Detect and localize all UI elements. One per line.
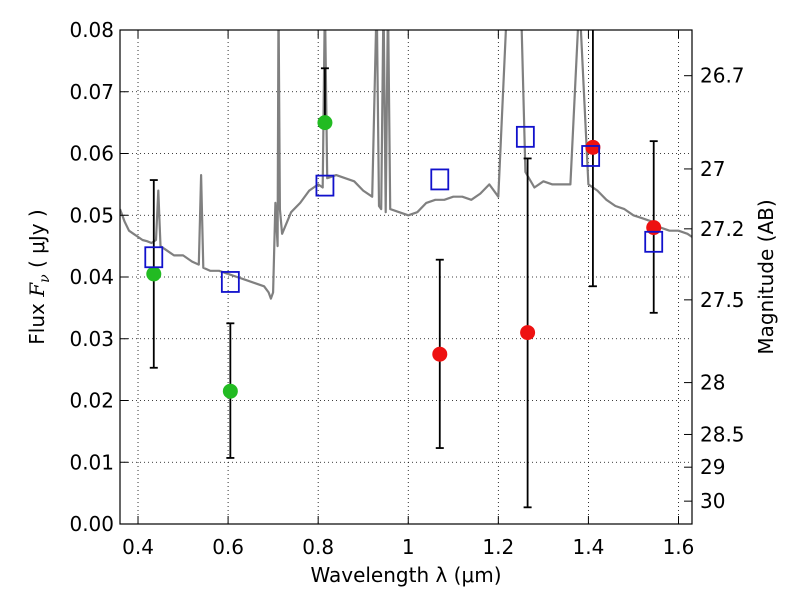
y-tick-label: 0.07 [69, 80, 114, 104]
green-data-point [146, 266, 162, 282]
x-tick-label: 1.6 [663, 535, 695, 559]
x-tick-label: 0.6 [212, 535, 244, 559]
model-spectrum-layer [120, 30, 692, 300]
y-tick-label: 0.03 [69, 327, 114, 351]
model-photometry-square [644, 230, 664, 253]
model-photometry-square [220, 271, 240, 293]
y-tick-label: 0.05 [69, 203, 114, 227]
x-tick-label: 0.8 [302, 535, 334, 559]
tick-layer: 0.4 0.6 0.8 1 1.2 1.4 1.6 0.00 0.01 0.02 0.03 0.04 0… [69, 18, 744, 559]
model-photometry-square [430, 168, 450, 191]
model-photometry-square [315, 174, 335, 197]
model-photometry-square [515, 125, 535, 148]
red-data-point [585, 139, 601, 155]
x-tick-label: 1.2 [482, 535, 514, 559]
green-data-point [222, 383, 238, 399]
model-photometry-square [581, 145, 601, 167]
magnitude-tick-label: 29 [700, 455, 725, 479]
y-tick-label: 0.00 [69, 512, 114, 536]
magnitude-tick-label: 30 [700, 489, 725, 513]
x-tick-label: 1 [402, 535, 415, 559]
model-spectrum-line [120, 30, 692, 300]
y-axis-label: Flux Fν ( μJy ) [25, 209, 53, 344]
y-tick-label: 0.04 [69, 265, 114, 289]
magnitude-tick-label: 28.5 [700, 422, 745, 446]
magnitude-tick-label: 28 [700, 371, 725, 395]
y-tick-label: 0.06 [69, 142, 114, 166]
magnitude-tick-label: 26.7 [700, 64, 745, 88]
red-data-point [432, 346, 448, 362]
data-point-layer [144, 115, 664, 399]
x-tick-label: 1.4 [573, 535, 605, 559]
magnitude-tick-label: 27.2 [700, 217, 745, 241]
magnitude-tick-label: 27.5 [700, 288, 745, 312]
x-axis-label: Wavelength λ (μm) [310, 563, 501, 587]
magnitude-tick-label: 27 [700, 157, 725, 181]
magnitude-axis-label: Magnitude (AB) [754, 199, 778, 354]
y-tick-label: 0.08 [69, 18, 114, 42]
y-tick-label: 0.01 [69, 450, 114, 474]
model-photometry-square [144, 246, 164, 269]
red-data-point [520, 325, 536, 341]
red-data-point [646, 220, 662, 236]
x-tick-label: 0.4 [122, 535, 154, 559]
y-tick-label: 0.02 [69, 389, 114, 413]
green-data-point [317, 115, 333, 131]
